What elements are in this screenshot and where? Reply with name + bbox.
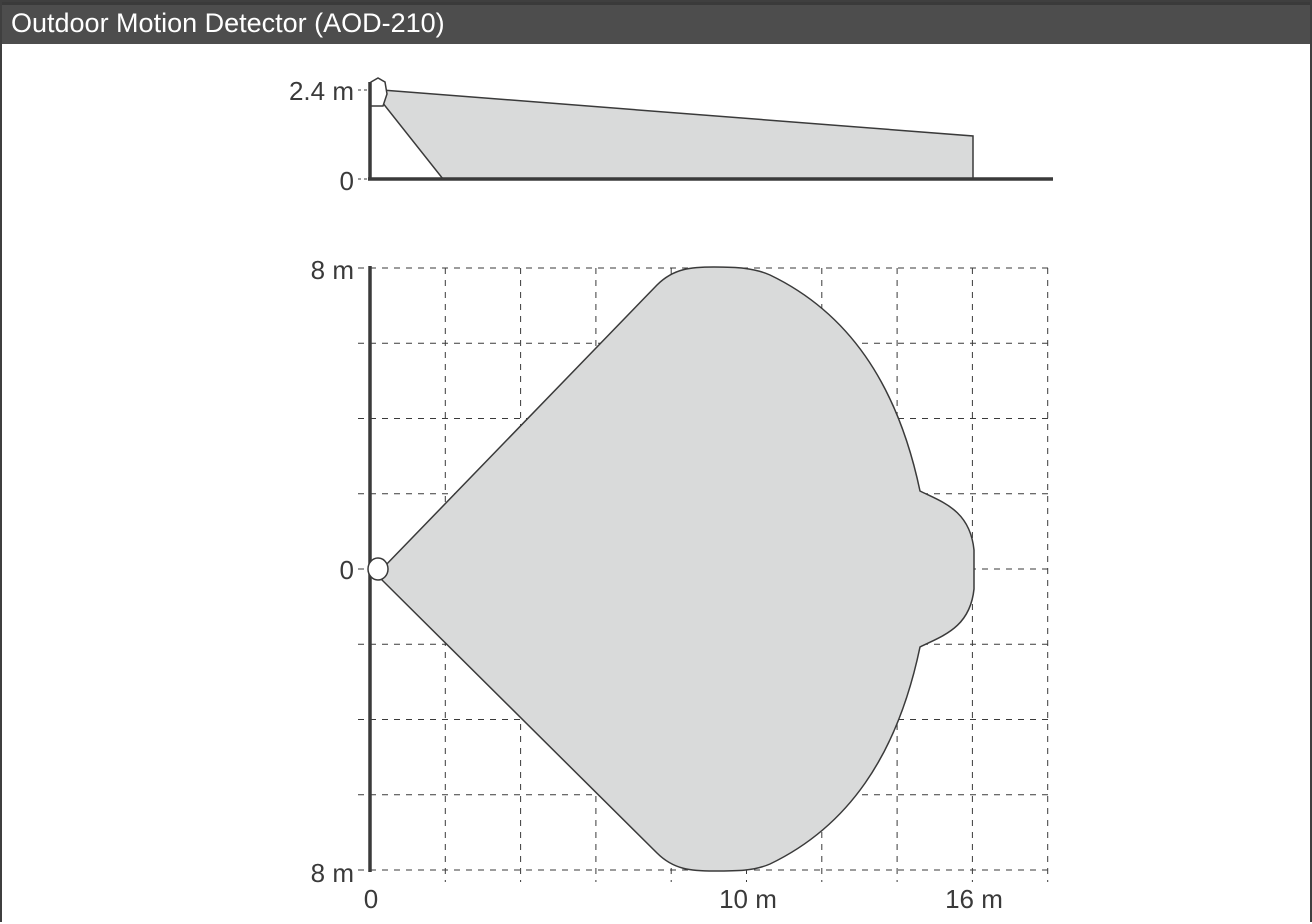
top-y-label-zero: 0 [340,555,354,585]
x-label-16m: 16 m [945,884,1003,914]
side-y-label-bottom: 0 [340,166,354,196]
top-y-label-top: 8 m [311,255,354,285]
side-y-label-top: 2.4 m [289,76,354,106]
side-coverage-zone [381,89,974,180]
x-label-zero: 0 [364,884,378,914]
top-y-label-bottom: 8 m [311,858,354,888]
side-detector-icon [370,77,388,107]
x-label-10m: 10 m [719,884,777,914]
top-detector-icon [367,557,389,581]
side-view: 2.4 m 0 [289,76,1053,196]
top-coverage-zone [381,266,975,872]
top-view: 8 m 0 8 m 0 10 m 16 m [311,255,1052,914]
panel-title: Outdoor Motion Detector (AOD-210) [2,2,1310,44]
